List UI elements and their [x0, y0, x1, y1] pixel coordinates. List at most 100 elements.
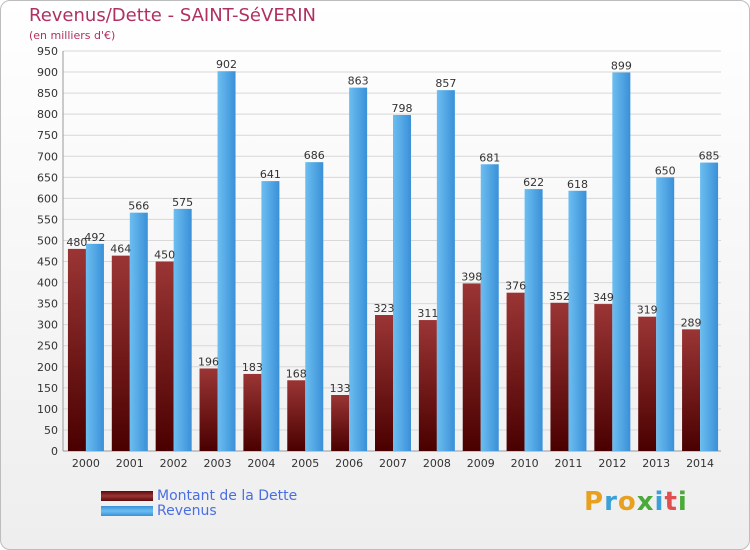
x-tick-label: 2013 — [642, 457, 670, 470]
data-label-revenus: 902 — [216, 58, 237, 71]
data-label-revenus: 681 — [479, 151, 500, 164]
data-label-revenus: 575 — [172, 196, 193, 209]
bar-revenus — [436, 90, 455, 451]
logo-letter: t — [664, 487, 678, 517]
x-tick-label: 2006 — [335, 457, 363, 470]
proxiti-logo: Proxiti — [584, 487, 688, 517]
bar-dette — [331, 395, 350, 451]
data-label-dette: 319 — [637, 304, 658, 317]
chart-title: Revenus/Dette - SAINT-SéVERIN — [29, 5, 316, 26]
data-label-dette: 349 — [593, 291, 614, 304]
bar-dette — [682, 329, 701, 451]
logo-letter: x — [636, 487, 655, 517]
data-label-dette: 376 — [505, 280, 526, 293]
data-label-dette: 450 — [154, 249, 175, 262]
chart-subtitle: (en milliers d'€) — [29, 29, 116, 42]
x-tick-label: 2001 — [116, 457, 144, 470]
x-tick-label: 2003 — [204, 457, 232, 470]
data-label-revenus: 863 — [348, 75, 369, 88]
data-label-revenus: 686 — [304, 149, 325, 162]
bar-revenus — [393, 115, 411, 451]
y-tick-label: 550 — [37, 213, 58, 226]
bar-dette — [243, 373, 262, 451]
y-tick-label: 800 — [37, 108, 58, 121]
data-label-dette: 196 — [198, 355, 219, 368]
bar-dette — [462, 283, 481, 451]
y-tick-label: 500 — [37, 234, 58, 247]
bar-revenus — [129, 212, 148, 451]
x-tick-label: 2010 — [511, 457, 539, 470]
x-tick-label: 2005 — [291, 457, 319, 470]
bar-revenus — [173, 208, 192, 451]
bar-revenus — [700, 162, 719, 451]
data-label-dette: 352 — [549, 290, 570, 303]
bar-revenus — [524, 189, 543, 451]
y-tick-label: 0 — [51, 445, 58, 458]
logo-letter: P — [584, 487, 605, 517]
x-tick-label: 2014 — [686, 457, 714, 470]
y-tick-label: 300 — [37, 319, 58, 332]
bar-revenus — [349, 87, 368, 451]
data-label-revenus: 618 — [567, 178, 588, 191]
legend-label-revenus: Revenus — [157, 502, 217, 519]
legend-item-dette: Montant de la Dette — [101, 487, 298, 504]
y-tick-label: 600 — [37, 192, 58, 205]
data-label-revenus: 650 — [655, 164, 676, 177]
y-tick-label: 100 — [37, 403, 58, 416]
data-label-revenus: 566 — [128, 200, 149, 213]
data-label-dette: 398 — [461, 270, 482, 283]
bar-revenus — [480, 164, 499, 451]
bar-revenus — [656, 177, 675, 451]
y-tick-label: 750 — [37, 129, 58, 142]
x-tick-label: 2000 — [72, 457, 100, 470]
bar-dette — [418, 320, 437, 451]
data-label-dette: 323 — [374, 302, 395, 315]
bar-dette — [287, 380, 306, 451]
data-label-dette: 289 — [681, 316, 702, 329]
x-tick-label: 2009 — [467, 457, 495, 470]
bar-dette — [638, 316, 657, 451]
legend-item-revenus: Revenus — [101, 502, 297, 519]
legend-swatch-dette — [101, 490, 153, 501]
y-tick-label: 150 — [37, 382, 58, 395]
bar-dette — [111, 255, 130, 451]
data-label-revenus: 492 — [84, 231, 105, 244]
bar-revenus — [261, 181, 280, 451]
y-tick-label: 50 — [44, 424, 58, 437]
bar-dette — [550, 302, 569, 451]
logo-letter: i — [654, 487, 665, 517]
x-tick-label: 2012 — [598, 457, 626, 470]
y-tick-label: 350 — [37, 298, 58, 311]
y-tick-label: 250 — [37, 340, 58, 353]
x-tick-label: 2002 — [160, 457, 188, 470]
y-tick-label: 700 — [37, 150, 58, 163]
x-tick-label: 2004 — [247, 457, 275, 470]
chart-legend: Montant de la Dette Revenus — [101, 487, 298, 519]
logo-letter: o — [617, 487, 637, 517]
y-tick-label: 450 — [37, 256, 58, 269]
bar-revenus — [217, 71, 236, 452]
data-label-revenus: 857 — [435, 77, 456, 90]
data-label-dette: 168 — [286, 367, 307, 380]
bar-dette — [375, 315, 393, 451]
bar-revenus — [568, 190, 587, 451]
y-tick-label: 850 — [37, 87, 58, 100]
data-label-revenus: 685 — [699, 150, 720, 163]
data-label-dette: 464 — [110, 243, 131, 256]
logo-letter: i — [677, 487, 688, 517]
data-label-dette: 183 — [242, 361, 263, 374]
x-tick-label: 2008 — [423, 457, 451, 470]
y-tick-label: 400 — [37, 277, 58, 290]
bar-dette — [199, 368, 218, 451]
logo-letter: r — [604, 487, 618, 517]
data-label-revenus: 641 — [260, 168, 281, 181]
data-label-revenus: 899 — [611, 59, 632, 72]
y-tick-label: 200 — [37, 361, 58, 374]
bar-dette — [155, 261, 174, 451]
bar-revenus — [305, 162, 324, 451]
legend-label-dette: Montant de la Dette — [157, 487, 298, 504]
x-tick-label: 2011 — [554, 457, 582, 470]
x-tick-label: 2007 — [379, 457, 407, 470]
